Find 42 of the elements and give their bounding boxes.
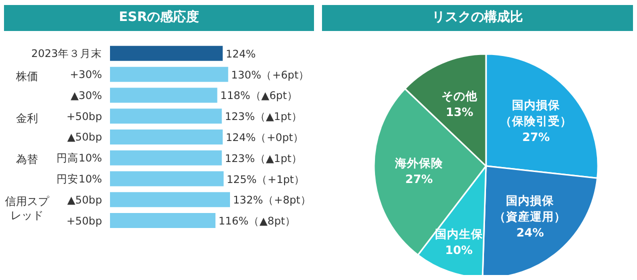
y-tick-label: +30% bbox=[70, 69, 102, 82]
text: 為替 bbox=[15, 153, 39, 168]
chart-title: リスクの構成比 bbox=[322, 5, 633, 31]
y-tick-label: 円安10% bbox=[56, 172, 102, 186]
data-label: 27% bbox=[522, 130, 550, 144]
y-tick-label: ▲50bp bbox=[67, 132, 102, 144]
data-label: 125%（+1pt） bbox=[226, 174, 305, 186]
chart-title: ESRの感応度 bbox=[4, 5, 314, 31]
data-label: 123%（▲1pt） bbox=[224, 152, 302, 165]
bar bbox=[110, 66, 228, 82]
bar bbox=[110, 88, 218, 103]
data-label: 130%（+6pt） bbox=[231, 69, 310, 82]
bar bbox=[110, 46, 223, 61]
slice-label: その他 bbox=[442, 89, 479, 104]
data-label: 118%（▲6pt） bbox=[220, 90, 298, 102]
bar bbox=[110, 213, 216, 228]
y-tick-label: +50bp bbox=[66, 215, 102, 228]
y-tick-label: ▲50bp bbox=[67, 194, 102, 206]
y-tick-label: +50bp bbox=[66, 110, 102, 123]
bar bbox=[110, 150, 222, 166]
data-label: 124%（+0pt） bbox=[226, 132, 304, 144]
data-label: 124% bbox=[226, 48, 256, 60]
y-tick-label: 円高10% bbox=[56, 152, 102, 165]
text: 信用スプレッド bbox=[4, 195, 50, 224]
y-tick-label: 2023年３月末 bbox=[31, 47, 102, 60]
slice-label: 海外保険 bbox=[394, 156, 444, 170]
slice-label: 国内損保（保険引受） bbox=[500, 98, 572, 128]
bar bbox=[110, 129, 223, 144]
bar bbox=[110, 192, 230, 208]
slice-label: 国内損保（資産運用） bbox=[494, 194, 566, 224]
data-label: 27% bbox=[405, 172, 434, 186]
text: 金利 bbox=[15, 112, 39, 126]
bar bbox=[110, 171, 224, 186]
data-label: 13% bbox=[446, 105, 474, 120]
data-label: 116%（▲8pt） bbox=[218, 216, 296, 228]
text: 株価 bbox=[15, 70, 39, 84]
data-label: 132%（+8pt） bbox=[233, 194, 312, 207]
data-label: 10% bbox=[445, 242, 474, 257]
data-label: 24% bbox=[516, 226, 544, 240]
y-tick-label: ▲30% bbox=[70, 90, 102, 102]
data-label: 123%（▲1pt） bbox=[224, 111, 302, 124]
bar bbox=[110, 108, 222, 124]
